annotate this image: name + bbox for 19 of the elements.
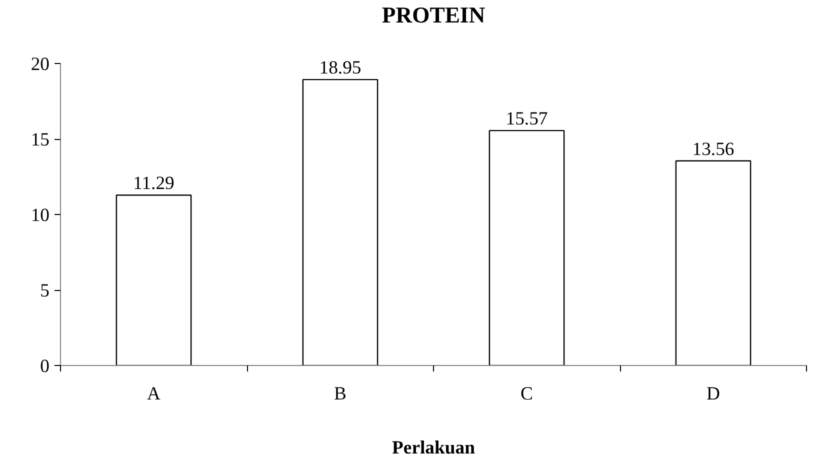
- x-tick-label: C: [520, 384, 533, 404]
- bar: [116, 194, 192, 366]
- y-tick-label: 5: [40, 280, 50, 302]
- y-tick-label: 0: [40, 356, 50, 377]
- y-tick-label: 10: [30, 205, 50, 226]
- bar: [488, 130, 565, 366]
- x-tick-label: B: [334, 384, 346, 404]
- chart-title: PROTEIN: [382, 2, 486, 28]
- x-tick-label: D: [706, 384, 720, 404]
- bar: [302, 78, 378, 366]
- y-tick-label: 20: [30, 54, 50, 76]
- x-tick-label: A: [147, 384, 162, 404]
- data-label: 18.95: [319, 58, 362, 79]
- data-label: 13.56: [692, 138, 734, 160]
- y-tick-label: 15: [30, 130, 50, 151]
- x-axis-title: Perlakuan: [392, 438, 476, 458]
- data-label: 11.29: [133, 173, 174, 194]
- data-label: 15.57: [506, 108, 548, 130]
- bar: [675, 160, 752, 366]
